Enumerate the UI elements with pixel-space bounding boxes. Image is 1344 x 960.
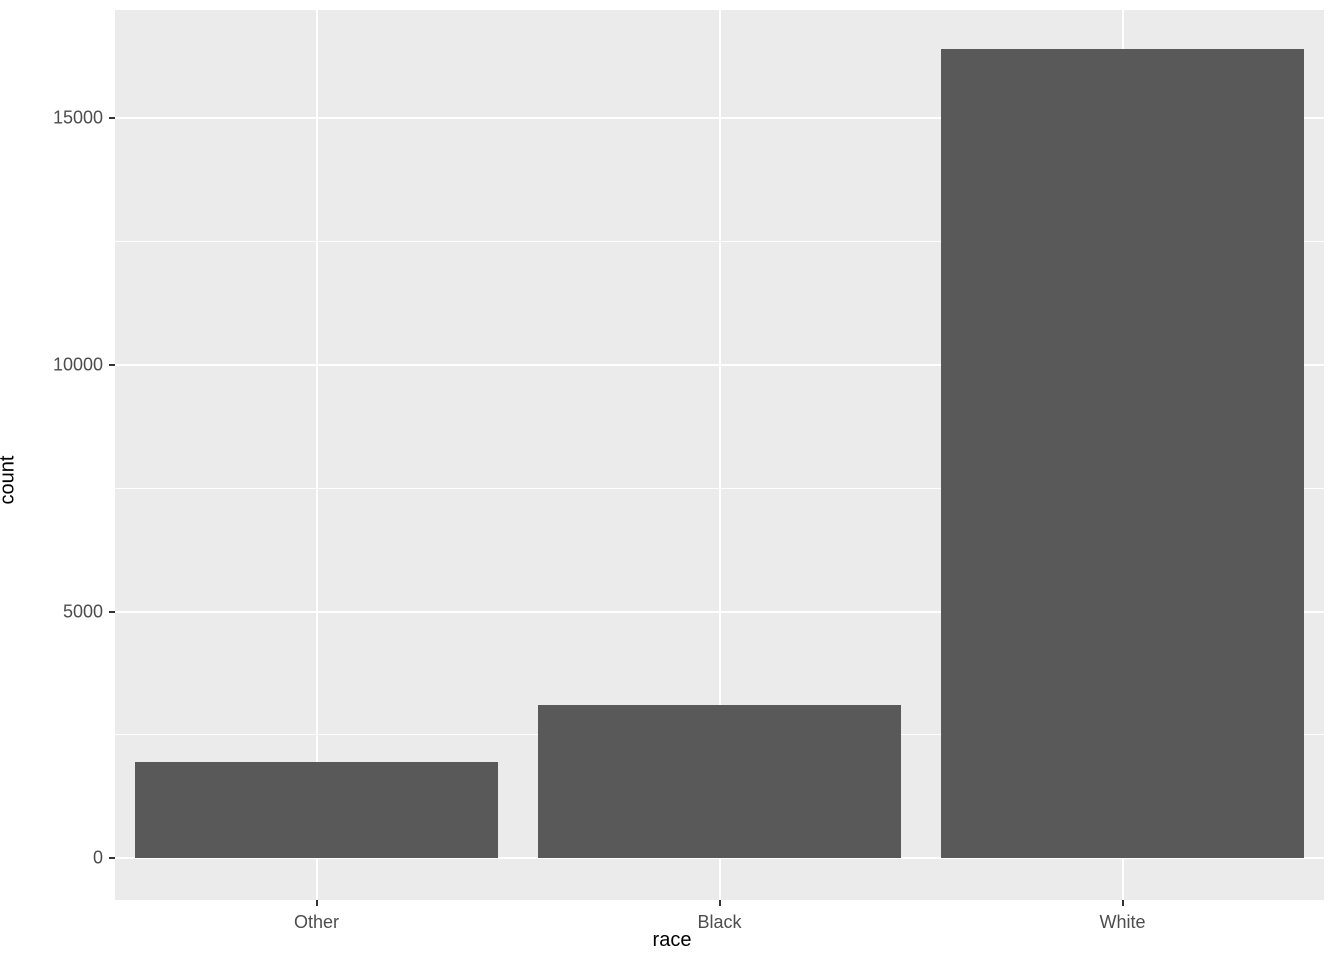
x-tick-mark [1122,900,1124,906]
plot-panel: 050001000015000OtherBlackWhite [115,10,1324,900]
x-axis-label: race [653,929,692,952]
bar [538,705,901,858]
y-tick-label: 10000 [53,355,115,376]
x-tick-mark [719,900,721,906]
y-tick-mark [109,117,115,119]
bar [941,49,1304,858]
y-tick-mark [109,611,115,613]
y-tick-mark [109,364,115,366]
bar-chart: count race 050001000015000OtherBlackWhit… [0,0,1344,960]
bar [135,762,498,858]
y-tick-label: 5000 [63,601,115,622]
x-tick-mark [316,900,318,906]
y-tick-mark [109,857,115,859]
y-axis-label: count [0,456,20,505]
y-tick-label: 15000 [53,108,115,129]
